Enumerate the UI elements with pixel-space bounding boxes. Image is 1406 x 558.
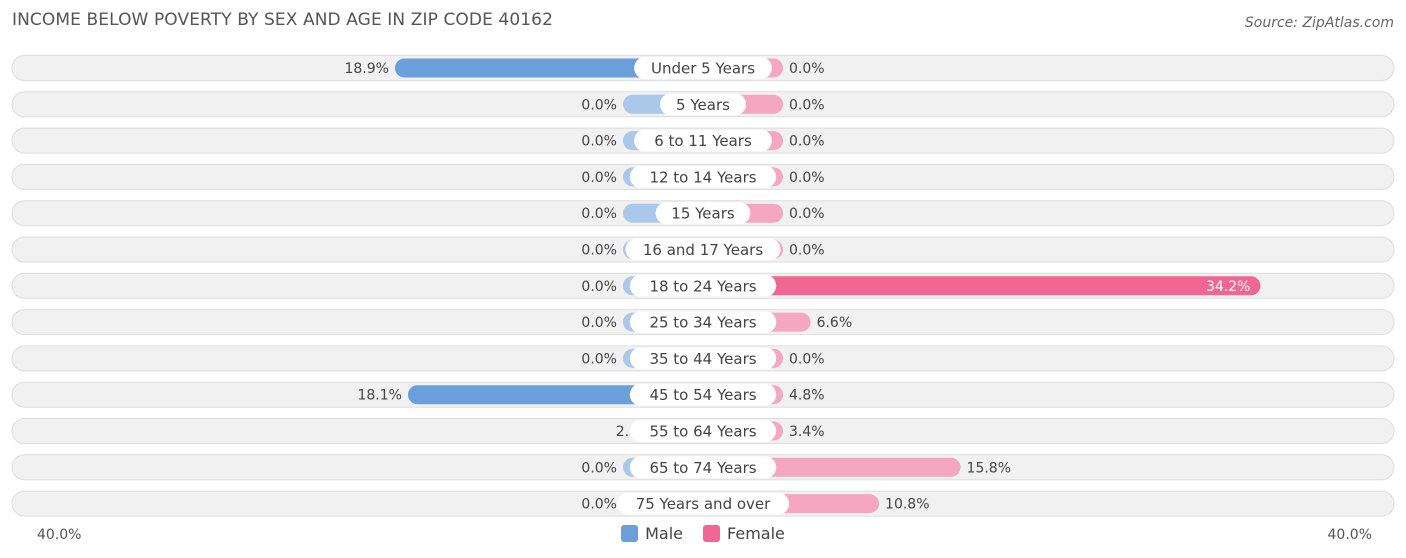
chart-row: 0.0% 0.0% 16 and 17 Years [11,236,1395,263]
category-label: 55 to 64 Years [649,423,756,441]
category-label-background [625,238,781,261]
chart-row: 2.8%3.4%55 to 64 Years [11,418,1395,444]
male-value-label: 0.0% [581,351,617,367]
chart-title: INCOME BELOW POVERTY BY SEX AND AGE IN Z… [12,10,554,30]
chart-row: 18.1% 4.8% 45 to 54 Years [11,381,1395,408]
legend-label-male: Male [645,524,684,543]
category-label-background [629,274,777,297]
axis-left-label: 40.0% [37,527,82,543]
female-value-label: 0.0% [789,351,825,367]
legend-label-female: Female [727,524,785,543]
female-value-label: 0.0% [789,134,825,150]
female-value-label: 6.6% [817,315,853,331]
category-label: Under 5 Years [651,60,755,78]
legend-item-male[interactable]: Male [621,524,683,543]
category-label-background [629,456,777,479]
category-label-background [629,383,777,406]
chart-row: 0.0% 0.0% 5 Years [11,91,1395,118]
category-label-background [616,492,790,515]
category-label: 45 to 54 Years [649,386,756,404]
category-label-background [659,93,747,116]
female-value-label: 34.2% [1206,279,1250,295]
female-value-label: 0.0% [789,243,825,259]
category-label-background [629,420,777,442]
female-bar [703,276,1261,296]
category-label-background [634,129,772,152]
male-value-label: 0.0% [581,497,617,513]
female-value-label: 15.8% [967,460,1011,476]
category-label-background [629,165,777,188]
category-label: 5 Years [676,96,730,114]
chart-row: 0.0% 15.8% 65 to 74 Years [11,454,1395,481]
male-value-label: 0.0% [581,97,617,113]
male-value-label: 0.0% [581,279,617,295]
male-value-label: 0.0% [581,315,617,331]
female-value-label: 0.0% [789,97,825,113]
male-value-label: 18.9% [344,61,388,77]
female-value-label: 3.4% [789,424,825,440]
legend-item-female[interactable]: Female [703,524,785,543]
female-value-label: 0.0% [789,61,825,77]
chart-row: 0.0% 0.0% 15 Years [11,200,1395,227]
category-label-background [629,347,777,370]
female-value-label: 4.8% [789,388,825,404]
category-label: 35 to 44 Years [649,350,756,368]
category-label-background [629,311,777,334]
male-value-label: 0.0% [581,134,617,150]
legend-swatch-male [621,525,639,542]
male-value-label: 0.0% [581,243,617,259]
male-bar [407,385,703,405]
chart-row: 0.0% 34.2% 18 to 24 Years [11,272,1395,299]
category-label: 16 and 17 Years [643,241,763,259]
category-label: 18 to 24 Years [649,277,756,295]
source-credit: Source: ZipAtlas.com [1244,15,1394,31]
legend: Male Female [0,524,1406,543]
male-bar [394,58,703,78]
category-label-background [634,57,772,79]
chart-row: 0.0% 0.0% 12 to 14 Years [11,163,1395,190]
category-label: 75 Years and over [636,495,771,513]
category-label: 6 to 11 Years [654,132,752,150]
chart-row: 0.0% 0.0% 35 to 44 Years [11,345,1395,372]
female-value-label: 10.8% [885,497,929,513]
category-label: 25 to 34 Years [649,314,756,332]
chart-row: 0.0% 10.8% 75 Years and over [11,490,1395,517]
female-value-label: 0.0% [789,206,825,222]
male-value-label: 0.0% [581,170,617,186]
axis-right-label: 40.0% [1327,527,1372,543]
male-value-label: 18.1% [357,388,401,404]
category-label: 15 Years [671,205,735,223]
category-label-background [655,202,751,225]
female-value-label: 0.0% [789,170,825,186]
category-label: 12 to 14 Years [649,168,756,186]
legend-swatch-female [703,525,721,542]
chart-row: 18.9% 0.0% Under 5 Years [11,55,1395,81]
male-value-label: 0.0% [581,460,617,476]
chart-row: 0.0% 6.6% 25 to 34 Years [11,309,1395,336]
male-value-label: 0.0% [581,206,617,222]
category-label: 65 to 74 Years [649,459,756,477]
chart-row: 0.0% 0.0% 6 to 11 Years [11,127,1395,154]
